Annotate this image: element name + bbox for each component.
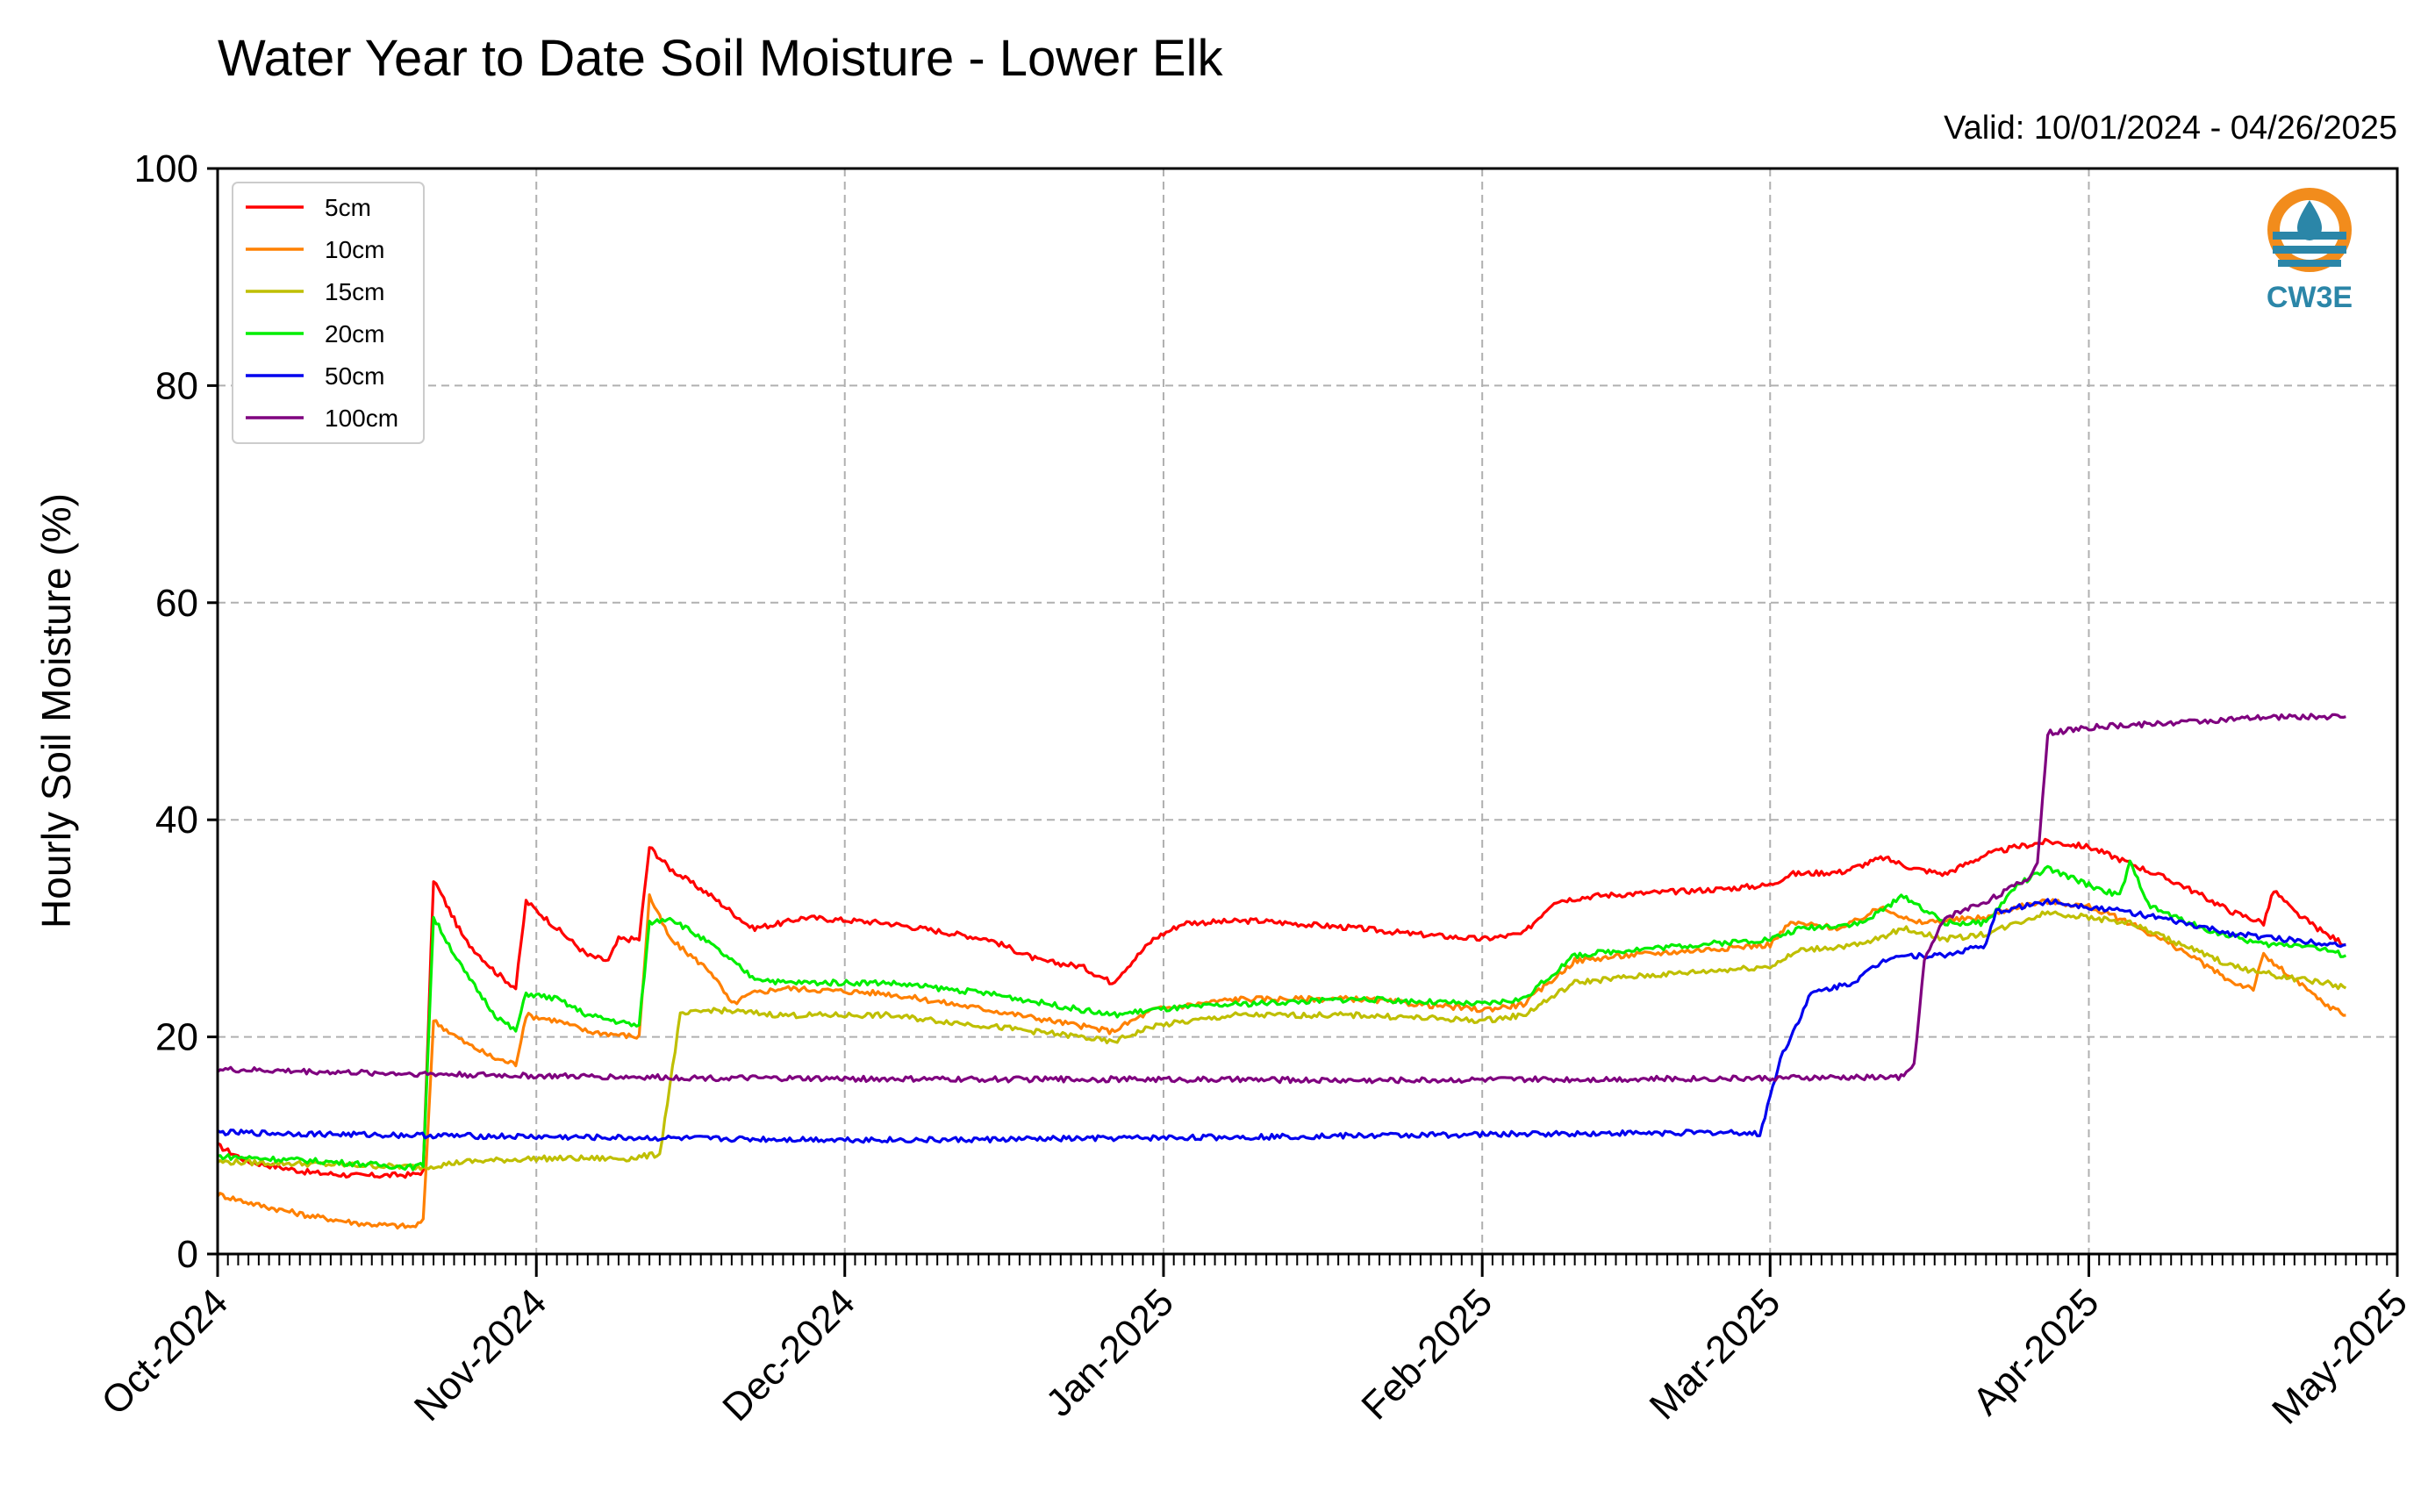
- series-line-50cm: [217, 898, 2346, 1144]
- series-line-10cm: [216, 892, 2346, 1230]
- legend-label: 10cm: [325, 236, 384, 263]
- legend: 5cm 10cm 15cm 20cm 50cm 100cm: [232, 182, 425, 444]
- y-tick-label: 80: [155, 364, 198, 407]
- x-tick-label: May-2025: [2264, 1280, 2416, 1432]
- y-tick-label: 60: [155, 582, 198, 625]
- logo-drop-icon: [2297, 200, 2322, 240]
- plot-frame: [216, 167, 2399, 1256]
- logo-text: CW3E: [2267, 281, 2353, 314]
- chart-title: Water Year to Date Soil Moisture - Lower…: [218, 30, 1223, 87]
- x-tick-label: Oct-2024: [93, 1280, 236, 1423]
- legend-label: 15cm: [325, 278, 384, 305]
- axis-ticks: [207, 167, 2399, 1277]
- legend-label: 50cm: [325, 362, 384, 390]
- grid-lines: [218, 168, 2397, 1254]
- x-tick-label: Nov-2024: [406, 1280, 555, 1430]
- series-layer: [216, 713, 2347, 1230]
- legend-label: 100cm: [325, 405, 398, 432]
- x-tick-label: Apr-2025: [1965, 1280, 2108, 1423]
- x-tick-label: Feb-2025: [1353, 1280, 1500, 1428]
- cw3e-logo: CW3E: [2267, 188, 2353, 314]
- valid-date-range: Valid: 10/01/2024 - 04/26/2025: [1944, 110, 2397, 147]
- y-axis-label: Hourly Soil Moisture (%): [33, 493, 79, 928]
- y-tick-label: 0: [177, 1233, 198, 1276]
- tick-labels: 0 20 40 60 80 100 Oct-2024 Nov-2024 Dec-2024 Jan-…: [93, 147, 2416, 1432]
- legend-label: 20cm: [325, 320, 384, 348]
- y-tick-label: 20: [155, 1016, 198, 1059]
- series-line-100cm: [216, 713, 2346, 1085]
- series-line-15cm: [217, 910, 2347, 1172]
- x-tick-label: Dec-2024: [714, 1280, 863, 1430]
- x-tick-label: Jan-2025: [1038, 1280, 1182, 1424]
- y-tick-label: 100: [134, 147, 198, 190]
- x-tick-label: Mar-2025: [1642, 1280, 1789, 1428]
- y-tick-label: 40: [155, 799, 198, 842]
- legend-label: 5cm: [325, 194, 371, 221]
- series-line-5cm: [217, 837, 2346, 1179]
